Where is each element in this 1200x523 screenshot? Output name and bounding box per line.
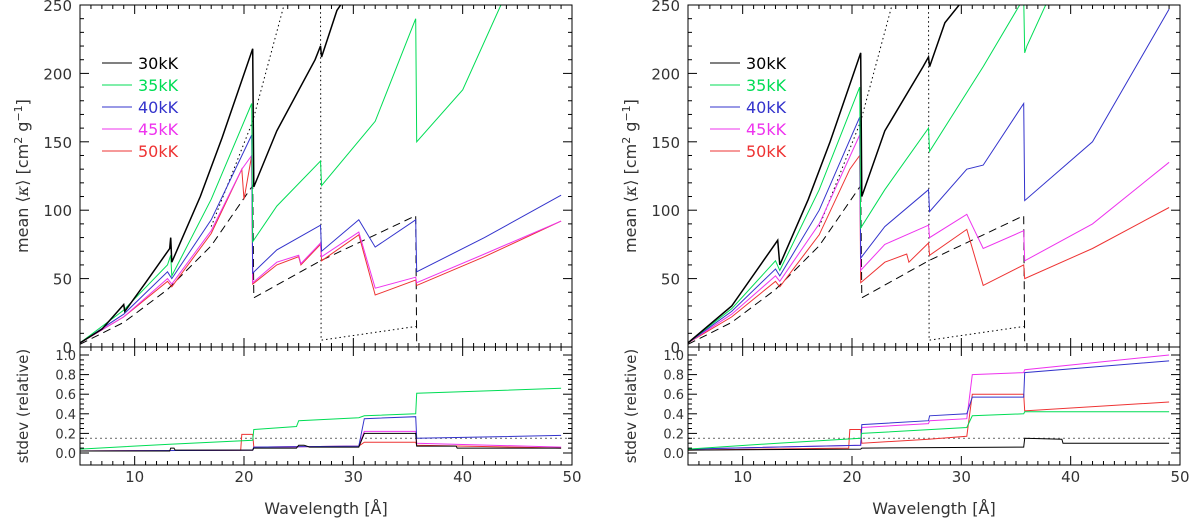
series-line-30kK bbox=[688, 5, 961, 344]
legend-label-30kK: 30kK bbox=[746, 54, 787, 73]
y-axis-label-part: κ bbox=[621, 185, 640, 197]
x-axis-label: Wavelength [Å] bbox=[264, 499, 387, 518]
stdev-line-30kK bbox=[80, 432, 562, 452]
y-axis-label-part: ] bbox=[621, 99, 640, 105]
y-axis-label-top: mean ⟨κ⟩ [cm2 g−1] bbox=[12, 99, 33, 253]
x-tick-label: 20 bbox=[842, 468, 861, 486]
series-line-45kK bbox=[80, 153, 562, 344]
y-axis-label-part: ⟩ [cm bbox=[621, 144, 640, 186]
series-line-35kK bbox=[688, 5, 1047, 344]
y-tick-label: 150 bbox=[43, 134, 72, 152]
y-tick-label: 50 bbox=[661, 271, 680, 289]
y-axis-label-part: g bbox=[13, 122, 32, 137]
y-tick-label: 0.0 bbox=[663, 447, 684, 462]
x-tick-label: 40 bbox=[1061, 468, 1080, 486]
legend-label-30kK: 30kK bbox=[138, 54, 179, 73]
stdev-line-50kK bbox=[688, 393, 1170, 451]
series-line-30kK bbox=[80, 5, 342, 344]
y-tick-label: 0.2 bbox=[55, 427, 76, 442]
legend-label-50kK: 50kK bbox=[138, 142, 179, 161]
legend-label-45kK: 45kK bbox=[138, 120, 179, 139]
y-axis-label-part: ] bbox=[13, 99, 32, 105]
series-line-45kK bbox=[688, 134, 1170, 344]
bottom-axes-frame bbox=[687, 346, 1181, 466]
bottom-axes-frame bbox=[79, 346, 573, 466]
x-axis-label: Wavelength [Å] bbox=[872, 499, 995, 518]
legend-label-45kK: 45kK bbox=[746, 120, 787, 139]
stdev-line-35kK bbox=[688, 411, 1170, 450]
legend-label-40kK: 40kK bbox=[746, 98, 787, 117]
y-tick-label: 1.0 bbox=[55, 349, 76, 364]
y-tick-label: 200 bbox=[43, 65, 72, 83]
y-axis-label-part: κ bbox=[13, 185, 32, 197]
legend-label-50kK: 50kK bbox=[746, 142, 787, 161]
y-axis-label-part: 2 bbox=[620, 137, 633, 144]
y-axis-label-part: g bbox=[621, 122, 640, 137]
y-tick-label: 0.6 bbox=[663, 388, 684, 403]
y-axis-label-bottom: stdev (relative) bbox=[622, 349, 640, 463]
x-tick-label: 50 bbox=[1170, 468, 1189, 486]
y-tick-label: 0.4 bbox=[663, 408, 684, 423]
y-tick-label: 250 bbox=[651, 0, 680, 15]
y-axis-label-top: mean ⟨κ⟩ [cm2 g−1] bbox=[620, 99, 641, 253]
x-tick-label: 30 bbox=[344, 468, 363, 486]
legend-label-40kK: 40kK bbox=[138, 98, 179, 117]
y-tick-label: 0.0 bbox=[55, 447, 76, 462]
y-tick-label: 0 bbox=[670, 339, 680, 357]
y-tick-label: 200 bbox=[651, 65, 680, 83]
y-tick-label: 250 bbox=[43, 0, 72, 15]
y-axis-label-part: −1 bbox=[12, 105, 25, 121]
stdev-line-30kK bbox=[688, 437, 1170, 451]
series-line-50kK bbox=[80, 155, 562, 344]
y-tick-label: 100 bbox=[43, 202, 72, 220]
y-tick-label: 0.8 bbox=[663, 369, 684, 384]
series-line-35kK bbox=[80, 5, 502, 344]
y-tick-label: 0.8 bbox=[55, 369, 76, 384]
x-tick-label: 10 bbox=[733, 468, 752, 486]
stdev-line-35kK bbox=[80, 387, 562, 450]
legend-label-35kK: 35kK bbox=[138, 76, 179, 95]
y-tick-label: 0.2 bbox=[663, 427, 684, 442]
y-axis-label-part: −1 bbox=[620, 105, 633, 121]
right-panel: 10 20 30 40 50 0 50 100 150 200 250 0.0 0.2 0.4 0.6 0.8… bbox=[620, 0, 1190, 518]
series-line-40kK bbox=[80, 134, 562, 344]
y-tick-label: 0.4 bbox=[55, 408, 76, 423]
legend-label-35kK: 35kK bbox=[746, 76, 787, 95]
y-axis-label-part: mean ⟨ bbox=[621, 196, 640, 253]
x-tick-label: 10 bbox=[125, 468, 144, 486]
y-tick-label: 1.0 bbox=[663, 349, 684, 364]
series-line-40kK bbox=[688, 8, 1170, 344]
y-tick-label: 50 bbox=[53, 271, 72, 289]
x-tick-label: 50 bbox=[562, 468, 581, 486]
y-tick-label: 0 bbox=[62, 339, 72, 357]
y-axis-label-part: ⟩ [cm bbox=[13, 144, 32, 186]
x-tick-label: 40 bbox=[453, 468, 472, 486]
y-axis-label-bottom: stdev (relative) bbox=[14, 349, 32, 463]
left-panel: 10 20 30 40 50 0 50 100 150 200 250 0.0 0.2 0.4 0.6 0.8… bbox=[12, 0, 582, 518]
y-tick-label: 150 bbox=[651, 134, 680, 152]
y-tick-label: 0.6 bbox=[55, 388, 76, 403]
x-tick-label: 30 bbox=[952, 468, 971, 486]
series-line-50kK bbox=[688, 153, 1170, 344]
y-axis-label-part: 2 bbox=[12, 137, 25, 144]
y-axis-label-part: mean ⟨ bbox=[13, 196, 32, 253]
y-tick-label: 100 bbox=[651, 202, 680, 220]
x-tick-label: 20 bbox=[234, 468, 253, 486]
